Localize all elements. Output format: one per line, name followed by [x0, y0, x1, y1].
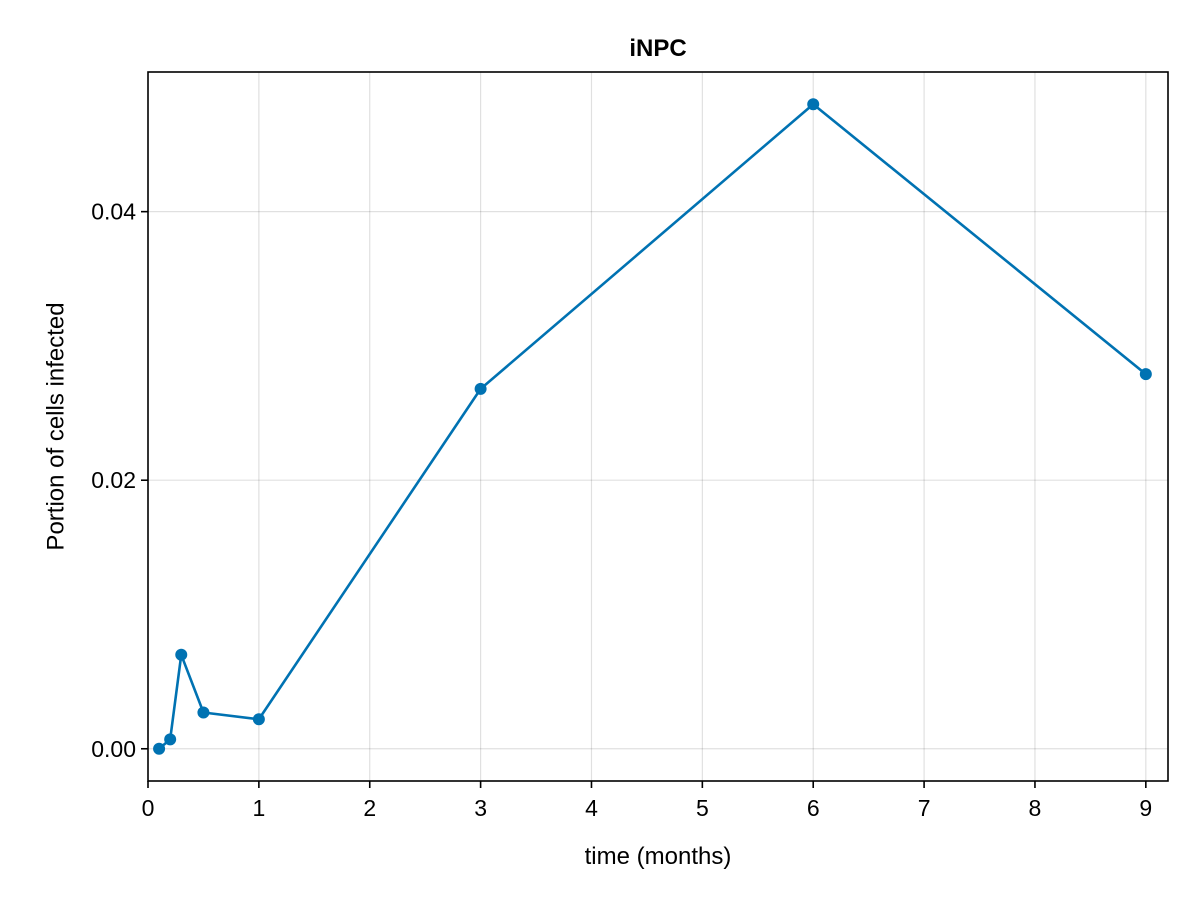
y-tick-label: 0.00	[91, 736, 136, 762]
data-point	[1139, 368, 1152, 381]
series-layer	[153, 98, 1152, 755]
x-tick-label: 0	[142, 795, 155, 821]
axis-ticks: 0 1 2 3 4 5 6 7 8 9 0.00 0.02 0.04	[91, 199, 1152, 821]
data-point	[175, 648, 188, 661]
chart-title: iNPC	[629, 35, 686, 62]
plot-frame	[147, 71, 1169, 782]
series-line	[158, 102, 1147, 750]
x-tick-label: 4	[585, 795, 598, 821]
x-axis-label: time (months)	[585, 843, 732, 870]
data-point	[164, 733, 177, 746]
y-axis-label: Portion of cells infected	[42, 302, 69, 550]
data-point	[153, 742, 166, 755]
x-tick-label: 8	[1029, 795, 1042, 821]
data-point	[807, 98, 820, 111]
x-tick-label: 9	[1139, 795, 1152, 821]
y-tick-label: 0.02	[91, 467, 136, 493]
y-tick-label: 0.04	[91, 199, 136, 225]
data-point	[474, 382, 487, 395]
data-point	[197, 706, 210, 719]
x-tick-label: 3	[474, 795, 487, 821]
data-point	[252, 713, 265, 726]
x-tick-label: 6	[807, 795, 820, 821]
grid-lines	[147, 72, 1168, 781]
x-tick-label: 5	[696, 795, 709, 821]
x-tick-label: 2	[363, 795, 376, 821]
x-tick-label: 1	[252, 795, 265, 821]
x-tick-label: 7	[918, 795, 931, 821]
